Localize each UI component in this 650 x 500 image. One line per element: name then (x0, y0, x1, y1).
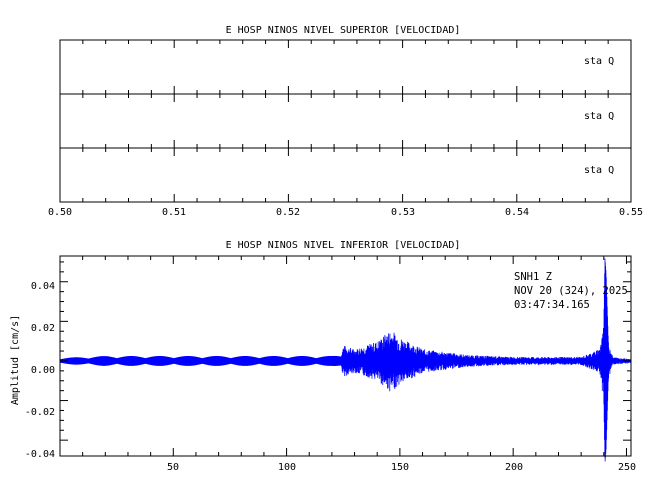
top-xtick-label: 0.53 (391, 207, 415, 218)
bottom-ytick-label: 0.02 (31, 323, 55, 334)
bottom-chart-title: E HOSP NINOS NIVEL INFERIOR [VELOCIDAD] (226, 240, 461, 251)
top-panel-1-label: sta Q (584, 56, 614, 67)
bottom-xtick-label: 100 (278, 462, 296, 473)
velocity-trace (59, 258, 632, 462)
bottom-chart: E HOSP NINOS NIVEL INFERIOR [VELOCIDAD] … (10, 240, 636, 473)
bottom-xtick-label: 250 (618, 462, 636, 473)
top-xtick-label: 0.54 (505, 207, 529, 218)
top-xtick-label: 0.51 (162, 207, 186, 218)
top-xtick-label: 0.52 (276, 207, 300, 218)
station-annotation-line: SNH1 Z (514, 271, 552, 283)
top-xtick-label: 0.55 (619, 207, 643, 218)
bottom-ytick-label: -0.02 (25, 407, 55, 418)
bottom-xtick-label: 200 (505, 462, 523, 473)
top-panel-2-label: sta Q (584, 111, 614, 122)
top-xtick-label: 0.50 (48, 207, 72, 218)
station-annotation-line: 03:47:34.165 (514, 299, 590, 311)
top-chart-title: E HOSP NINOS NIVEL SUPERIOR [VELOCIDAD] (226, 25, 461, 36)
top-panel-3-label: sta Q (584, 165, 614, 176)
bottom-ytick-label: -0.04 (25, 449, 55, 460)
bottom-ytick-label: 0.00 (31, 365, 55, 376)
top-tick-marks (59, 40, 632, 202)
bottom-xtick-label: 150 (391, 462, 409, 473)
bottom-xtick-label: 50 (167, 462, 179, 473)
bottom-plot-frame (59, 255, 632, 457)
top-chart: E HOSP NINOS NIVEL SUPERIOR [VELOCIDAD] … (48, 25, 643, 218)
bottom-tick-marks (60, 256, 631, 456)
station-annotation-line: NOV 20 (324), 2025 (514, 285, 628, 297)
bottom-ytick-label: 0.04 (31, 281, 55, 292)
velocity-series-line (59, 258, 632, 462)
top-plot-frame (59, 39, 632, 203)
bottom-y-axis-label: Amplitud [cm/s] (10, 315, 21, 405)
